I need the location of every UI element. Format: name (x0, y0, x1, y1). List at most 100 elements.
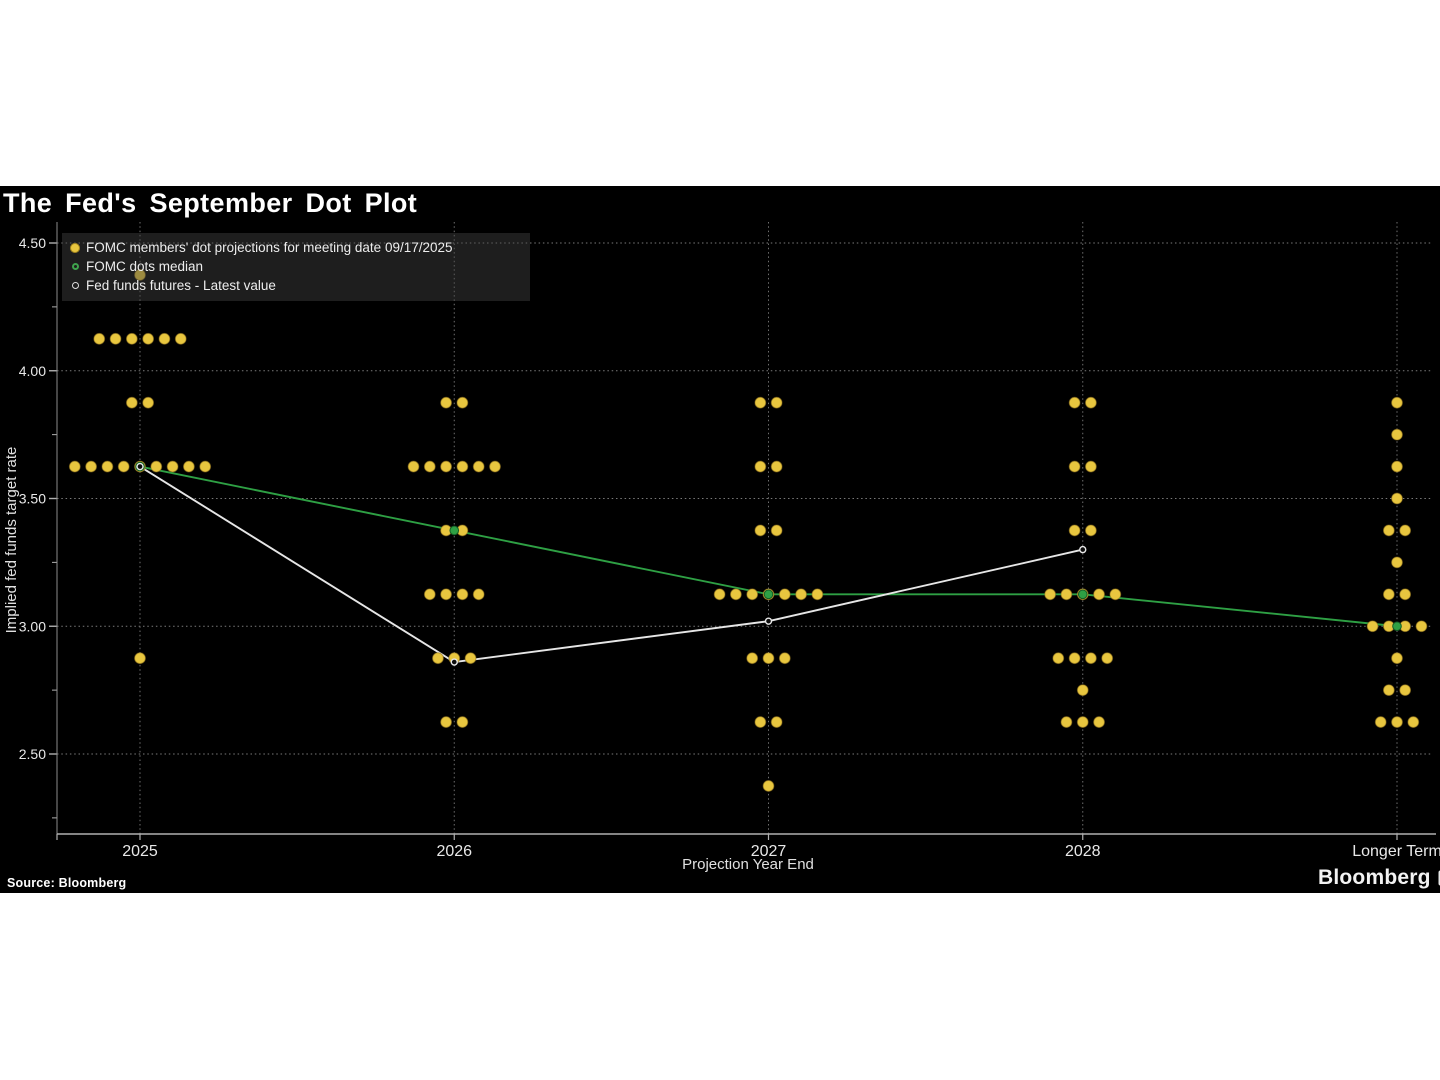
fomc-dot (423, 588, 436, 601)
y-tick-label: 2.50 (19, 746, 46, 762)
fomc-dot (407, 460, 420, 473)
y-tick-label: 3.00 (19, 618, 46, 634)
futures-line (139, 465, 1083, 663)
fomc-dot (811, 588, 824, 601)
fomc-dot (440, 396, 453, 409)
median-marker (1392, 621, 1402, 632)
fomc-dot (1374, 716, 1387, 728)
fomc-dot (1085, 460, 1097, 473)
median-line (139, 465, 1398, 628)
fomc-dot (109, 332, 122, 345)
fomc-dot (150, 460, 163, 473)
fomc-dot (1076, 684, 1089, 697)
fomc-dot (1093, 716, 1105, 728)
x-tick-label: 2027 (751, 843, 787, 860)
futures-marker (764, 617, 773, 625)
fomc-dot (472, 460, 485, 473)
fomc-dot (183, 460, 195, 473)
fomc-dot (440, 460, 453, 473)
x-tick-label: 2028 (1065, 843, 1101, 860)
x-axis-title: Projection Year End (682, 856, 814, 873)
fomc-dot (142, 332, 155, 345)
legend-label: FOMC dots median (86, 259, 204, 274)
source-note: Source: Bloomberg (7, 876, 127, 890)
fomc-dot (456, 588, 469, 601)
fomc-dot (1391, 428, 1403, 441)
fomc-dot (1060, 588, 1073, 601)
fomc-dot (778, 652, 791, 665)
y-axis-title: Implied fed funds target rate (3, 447, 20, 634)
median-marker (763, 589, 774, 600)
legend-item-fomc-dots: FOMC members' dot projections for meetin… (70, 238, 522, 257)
fomc-dot (1109, 588, 1122, 601)
fomc-dot (1068, 396, 1081, 409)
fomc-dot (1391, 460, 1403, 473)
fomc-dot (1382, 684, 1395, 697)
yellow-dot-icon (70, 242, 80, 253)
fomc-dot (199, 460, 212, 473)
fomc-dot (1093, 588, 1105, 601)
fomc-dot (746, 588, 759, 601)
fomc-dot (423, 460, 436, 473)
fomc-dot (101, 460, 114, 473)
fomc-dot (770, 524, 783, 537)
fomc-dot (1068, 460, 1081, 473)
fomc-dot (456, 396, 469, 409)
fomc-dot (770, 396, 783, 409)
fomc-dot (754, 396, 767, 409)
fomc-dot (1399, 684, 1412, 697)
green-circle-icon (72, 263, 79, 270)
legend-label: FOMC members' dot projections for meetin… (86, 240, 453, 255)
fomc-dot (1060, 716, 1073, 728)
median-marker (1077, 589, 1088, 600)
legend: FOMC members' dot projections for meetin… (62, 233, 530, 301)
y-tick-label: 4.00 (19, 363, 46, 379)
y-tick-label: 4.50 (19, 235, 46, 251)
fomc-dot (762, 652, 775, 665)
fomc-dot (456, 716, 469, 728)
chart-title: The Fed's September Dot Plot (3, 188, 418, 218)
fomc-dot (166, 460, 179, 473)
fomc-dot (1085, 524, 1097, 537)
white-circle-icon (72, 282, 79, 289)
legend-item-futures: Fed funds futures - Latest value (70, 276, 522, 295)
fomc-dot (440, 588, 453, 601)
fomc-dot (134, 269, 146, 281)
x-tick-label: 2025 (122, 843, 158, 860)
fomc-dot (770, 460, 783, 473)
futures-marker (1079, 545, 1087, 554)
fomc-dot (1391, 716, 1403, 728)
fomc-dot (174, 332, 187, 345)
fomc-dot (472, 588, 485, 601)
fomc-dot (93, 332, 106, 345)
fomc-dot (1391, 492, 1403, 505)
fomc-dot (117, 460, 130, 473)
fomc-dot (1415, 620, 1428, 633)
median-marker (449, 525, 460, 536)
legend-label: Fed funds futures - Latest value (86, 278, 276, 293)
fomc-dot (778, 588, 791, 601)
futures-marker (450, 658, 458, 666)
fomc-dot (1085, 396, 1097, 409)
fomc-dot (713, 588, 726, 601)
x-tick-label: Longer Term (1352, 843, 1440, 860)
fomc-dot (489, 460, 501, 473)
fomc-dot (68, 460, 81, 473)
y-tick-label: 3.50 (19, 491, 46, 507)
fomc-dot (456, 460, 469, 473)
fomc-dot (158, 332, 171, 345)
fomc-dot (1399, 588, 1412, 601)
fomc-dot (754, 524, 767, 537)
fomc-dot (1044, 588, 1057, 601)
fomc-dot (754, 716, 767, 728)
fomc-dot (746, 652, 759, 665)
fomc-dot (464, 652, 477, 665)
fomc-dot (1366, 620, 1379, 633)
fomc-dot (1407, 716, 1420, 728)
bloomberg-logo: Bloomberg (1318, 866, 1440, 890)
fomc-dot (85, 460, 97, 473)
futures-marker (136, 462, 144, 471)
fomc-dot (1068, 524, 1081, 537)
